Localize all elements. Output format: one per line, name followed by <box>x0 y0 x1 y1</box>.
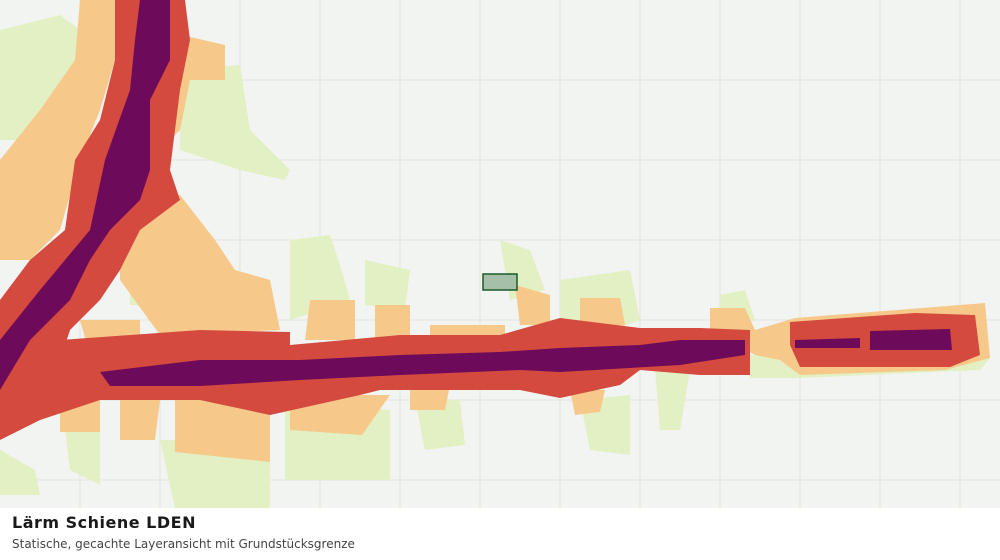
map <box>0 0 1000 508</box>
map-title: Lärm Schiene LDEN <box>12 513 196 532</box>
noise-zone-very-high <box>0 0 952 390</box>
parcel-boundary[interactable] <box>482 273 518 291</box>
map-subtitle: Statische, gecachte Layeransicht mit Gru… <box>12 537 355 551</box>
caption: Lärm Schiene LDEN Statische, gecachte La… <box>0 508 1000 560</box>
